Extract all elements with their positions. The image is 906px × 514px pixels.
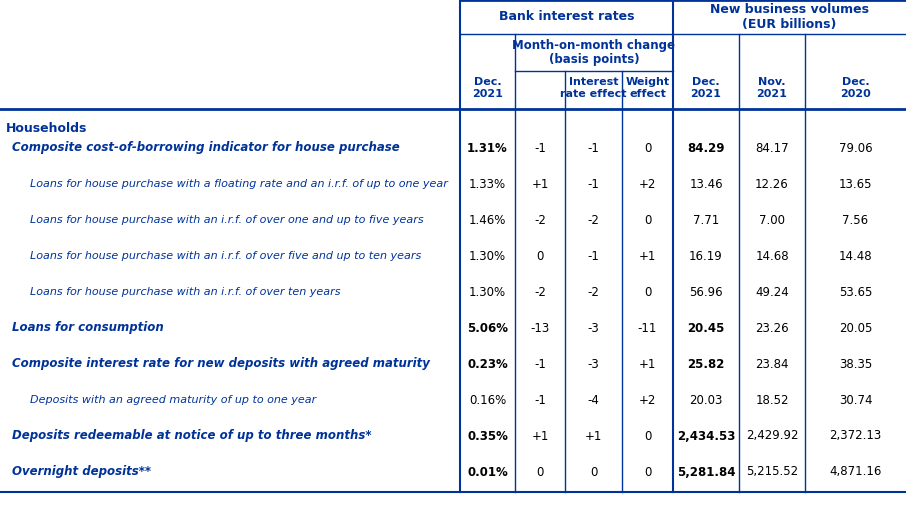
Text: 12.26: 12.26 xyxy=(755,177,789,191)
Text: 0: 0 xyxy=(644,430,651,443)
Text: Bank interest rates: Bank interest rates xyxy=(498,10,634,24)
Text: Composite interest rate for new deposits with agreed maturity: Composite interest rate for new deposits… xyxy=(12,358,429,371)
Text: -2: -2 xyxy=(534,285,546,299)
Text: Overnight deposits**: Overnight deposits** xyxy=(12,466,151,479)
Text: 2,372.13: 2,372.13 xyxy=(829,430,882,443)
Text: Nov.
2021: Nov. 2021 xyxy=(757,77,787,99)
Text: 30.74: 30.74 xyxy=(839,394,872,407)
Text: Loans for house purchase with an i.r.f. of over ten years: Loans for house purchase with an i.r.f. … xyxy=(30,287,341,297)
Text: Loans for house purchase with an i.r.f. of over five and up to ten years: Loans for house purchase with an i.r.f. … xyxy=(30,251,421,261)
Text: -3: -3 xyxy=(588,321,600,335)
Text: Loans for house purchase with an i.r.f. of over one and up to five years: Loans for house purchase with an i.r.f. … xyxy=(30,215,424,225)
Text: -3: -3 xyxy=(588,358,600,371)
Text: New business volumes
(EUR billions): New business volumes (EUR billions) xyxy=(710,3,869,31)
Text: +2: +2 xyxy=(639,394,656,407)
Text: 0: 0 xyxy=(644,213,651,227)
Text: Deposits redeemable at notice of up to three months*: Deposits redeemable at notice of up to t… xyxy=(12,430,371,443)
Text: -2: -2 xyxy=(534,213,546,227)
Text: 7.00: 7.00 xyxy=(759,213,785,227)
Text: -1: -1 xyxy=(534,358,546,371)
Text: 0: 0 xyxy=(536,249,544,263)
Text: 84.17: 84.17 xyxy=(756,141,789,155)
Text: +1: +1 xyxy=(639,249,656,263)
Text: Dec.
2021: Dec. 2021 xyxy=(472,77,503,99)
Text: Households: Households xyxy=(6,122,87,136)
Text: -1: -1 xyxy=(534,141,546,155)
Text: Dec.
2021: Dec. 2021 xyxy=(690,77,721,99)
Text: 2,434.53: 2,434.53 xyxy=(677,430,735,443)
Text: 79.06: 79.06 xyxy=(839,141,872,155)
Text: 5,215.52: 5,215.52 xyxy=(746,466,798,479)
Text: Composite cost-of-borrowing indicator for house purchase: Composite cost-of-borrowing indicator fo… xyxy=(12,141,400,155)
Text: 7.71: 7.71 xyxy=(693,213,719,227)
Text: Deposits with an agreed maturity of up to one year: Deposits with an agreed maturity of up t… xyxy=(30,395,316,405)
Text: 13.46: 13.46 xyxy=(689,177,723,191)
Text: 13.65: 13.65 xyxy=(839,177,872,191)
Text: -1: -1 xyxy=(588,177,600,191)
Text: 14.68: 14.68 xyxy=(756,249,789,263)
Text: 0: 0 xyxy=(590,466,597,479)
Text: -1: -1 xyxy=(588,141,600,155)
Text: 5,281.84: 5,281.84 xyxy=(677,466,736,479)
Text: 14.48: 14.48 xyxy=(839,249,872,263)
Text: Dec.
2020: Dec. 2020 xyxy=(840,77,871,99)
Text: -13: -13 xyxy=(530,321,550,335)
Text: +1: +1 xyxy=(531,177,549,191)
Text: 4,871.16: 4,871.16 xyxy=(829,466,882,479)
Text: 7.56: 7.56 xyxy=(843,213,869,227)
Text: +2: +2 xyxy=(639,177,656,191)
Text: 20.05: 20.05 xyxy=(839,321,872,335)
Text: 0: 0 xyxy=(644,466,651,479)
Text: 1.33%: 1.33% xyxy=(469,177,506,191)
Text: 49.24: 49.24 xyxy=(755,285,789,299)
Text: Interest
rate effect: Interest rate effect xyxy=(560,77,627,99)
Text: -1: -1 xyxy=(534,394,546,407)
Text: 0: 0 xyxy=(536,466,544,479)
Text: 56.96: 56.96 xyxy=(689,285,723,299)
Text: Loans for consumption: Loans for consumption xyxy=(12,321,164,335)
Text: 84.29: 84.29 xyxy=(688,141,725,155)
Text: 20.03: 20.03 xyxy=(689,394,723,407)
Text: -2: -2 xyxy=(588,213,600,227)
Text: Loans for house purchase with a floating rate and an i.r.f. of up to one year: Loans for house purchase with a floating… xyxy=(30,179,448,189)
Text: 1.46%: 1.46% xyxy=(468,213,506,227)
Text: 16.19: 16.19 xyxy=(689,249,723,263)
Text: 53.65: 53.65 xyxy=(839,285,872,299)
Text: Month-on-month change
(basis points): Month-on-month change (basis points) xyxy=(513,39,676,66)
Text: 25.82: 25.82 xyxy=(688,358,725,371)
Text: 23.84: 23.84 xyxy=(756,358,789,371)
Text: -2: -2 xyxy=(588,285,600,299)
Text: 1.30%: 1.30% xyxy=(469,285,506,299)
Text: 0.23%: 0.23% xyxy=(467,358,508,371)
Text: 0: 0 xyxy=(644,285,651,299)
Text: 0.01%: 0.01% xyxy=(467,466,508,479)
Text: 20.45: 20.45 xyxy=(688,321,725,335)
Text: 5.06%: 5.06% xyxy=(467,321,508,335)
Text: +1: +1 xyxy=(639,358,656,371)
Text: 1.30%: 1.30% xyxy=(469,249,506,263)
Text: Weight
effect: Weight effect xyxy=(625,77,670,99)
Text: 1.31%: 1.31% xyxy=(467,141,508,155)
Text: 0.35%: 0.35% xyxy=(467,430,508,443)
Text: -4: -4 xyxy=(588,394,600,407)
Text: 0.16%: 0.16% xyxy=(469,394,506,407)
Text: 38.35: 38.35 xyxy=(839,358,872,371)
Text: 23.26: 23.26 xyxy=(756,321,789,335)
Text: +1: +1 xyxy=(584,430,602,443)
Text: 18.52: 18.52 xyxy=(756,394,789,407)
Text: -1: -1 xyxy=(588,249,600,263)
Text: 2,429.92: 2,429.92 xyxy=(746,430,798,443)
Text: -11: -11 xyxy=(638,321,657,335)
Text: 0: 0 xyxy=(644,141,651,155)
Text: +1: +1 xyxy=(531,430,549,443)
